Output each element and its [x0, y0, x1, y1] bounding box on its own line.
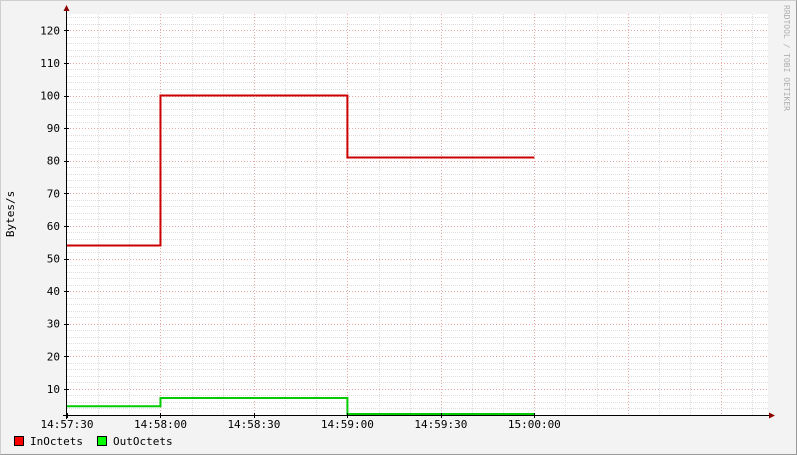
- legend-swatch-inoctets: [14, 436, 24, 446]
- x-tick-label: 14:57:30: [41, 418, 94, 431]
- y-tick-label: 70: [47, 187, 60, 200]
- y-tick-label: 100: [40, 90, 60, 103]
- y-tick-labels: 10 20 30 40 50 60 70 80 90 100 110 120: [40, 24, 60, 396]
- watermark-text: RRDTOOL / TOBI OETIKER: [782, 5, 791, 111]
- series-layer: [67, 94, 535, 416]
- axes: [63, 5, 775, 419]
- y-tick-label: 90: [47, 122, 60, 135]
- y-tick-label: 120: [40, 24, 60, 37]
- series-line-outoctets: [67, 397, 535, 416]
- legend-label-outoctets: OutOctets: [112, 434, 173, 448]
- x-tick-labels: 14:57:30 14:58:00 14:58:30 14:59:00 14:59:30…: [41, 418, 561, 431]
- minor-grid: [67, 14, 768, 416]
- plot-area: [67, 14, 768, 415]
- y-tick-label: 30: [47, 318, 60, 331]
- y-tick-label: 50: [47, 253, 60, 266]
- y-tick-label: 10: [47, 383, 60, 396]
- x-tick-label: 14:59:00: [321, 418, 374, 431]
- y-tick-label: 110: [40, 57, 60, 70]
- y-tick-label: 80: [47, 155, 60, 168]
- legend-item-inoctets: InOctets: [14, 435, 83, 448]
- x-tick-label: 14:59:30: [414, 418, 467, 431]
- x-axis-arrow: [769, 412, 775, 419]
- y-axis-label: Bytes/s: [4, 191, 17, 237]
- series-line-inoctets: [67, 94, 535, 247]
- x-tick-label: 14:58:00: [134, 418, 187, 431]
- y-axis-arrow: [63, 5, 70, 11]
- y-tick-label: 40: [47, 285, 60, 298]
- x-tick-label: 14:58:30: [227, 418, 280, 431]
- x-tick-label: 15:00:00: [508, 418, 561, 431]
- y-tick-label: 60: [47, 220, 60, 233]
- legend-item-outoctets: OutOctets: [96, 434, 173, 448]
- legend: InOctets OutOctets: [14, 434, 187, 448]
- major-grid: [67, 14, 768, 415]
- legend-swatch-outoctets: [96, 436, 107, 446]
- legend-label-inoctets: InOctets: [30, 434, 83, 448]
- y-tick-label: 20: [47, 350, 60, 363]
